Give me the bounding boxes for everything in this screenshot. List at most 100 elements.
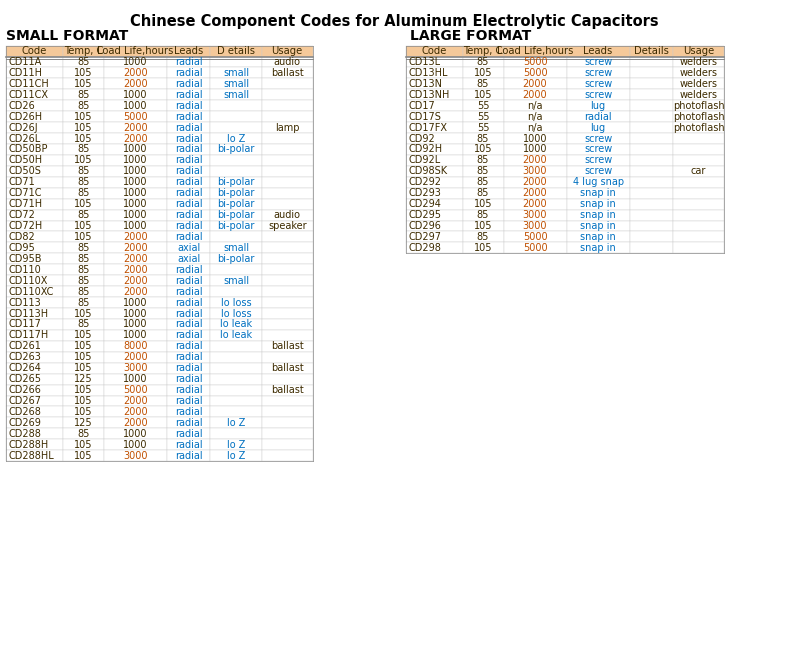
Bar (167, 46, 210, 57)
Bar (6, 57, 63, 68)
Text: 85: 85 (77, 210, 90, 220)
Bar (63, 78, 104, 89)
Bar (406, 210, 463, 221)
Text: LARGE FORMAT: LARGE FORMAT (410, 29, 531, 44)
Text: 85: 85 (77, 429, 90, 439)
Bar (210, 199, 262, 210)
Bar (673, 232, 724, 242)
Bar (630, 232, 673, 242)
Text: axial: axial (177, 243, 200, 253)
Text: welders: welders (679, 90, 718, 100)
Bar (567, 122, 630, 133)
Text: 105: 105 (474, 68, 492, 78)
Bar (504, 144, 567, 155)
Bar (6, 177, 63, 187)
Text: CD13HL: CD13HL (408, 68, 448, 78)
Bar (104, 242, 167, 253)
Bar (567, 232, 630, 242)
Text: photoflash: photoflash (673, 101, 724, 111)
Text: 85: 85 (77, 298, 90, 307)
Bar (673, 221, 724, 232)
Text: lo leak: lo leak (220, 331, 252, 340)
Text: bi-polar: bi-polar (217, 188, 255, 198)
Text: 1000: 1000 (123, 167, 148, 176)
Bar (262, 450, 313, 461)
Bar (63, 232, 104, 242)
Text: 2000: 2000 (123, 133, 148, 143)
Bar (504, 78, 567, 89)
Bar (504, 133, 567, 144)
Text: 85: 85 (77, 145, 90, 154)
Text: Usage: Usage (272, 46, 303, 56)
Text: CD292: CD292 (408, 177, 441, 187)
Text: 2000: 2000 (123, 396, 148, 406)
Bar (6, 450, 63, 461)
Text: 105: 105 (474, 199, 492, 209)
Bar (167, 417, 210, 428)
Bar (63, 352, 104, 363)
Text: 85: 85 (477, 133, 489, 143)
Bar (167, 177, 210, 187)
Bar (104, 57, 167, 68)
Bar (630, 187, 673, 199)
Text: 105: 105 (474, 145, 492, 154)
Text: screw: screw (584, 156, 612, 165)
Text: CD267: CD267 (9, 396, 42, 406)
Text: 1000: 1000 (123, 188, 148, 198)
Bar (262, 232, 313, 242)
Text: 105: 105 (74, 341, 93, 352)
Bar (210, 297, 262, 308)
Bar (567, 89, 630, 100)
Text: radial: radial (175, 122, 203, 133)
Text: 105: 105 (474, 90, 492, 100)
Bar (504, 100, 567, 111)
Bar (210, 242, 262, 253)
Text: CD50H: CD50H (9, 156, 43, 165)
Bar (6, 155, 63, 166)
Bar (406, 166, 463, 177)
Bar (167, 352, 210, 363)
Bar (262, 122, 313, 133)
Text: CD72H: CD72H (9, 221, 43, 231)
Text: CD288: CD288 (9, 429, 42, 439)
Bar (210, 46, 262, 57)
Text: radial: radial (175, 188, 203, 198)
Bar (6, 439, 63, 450)
Bar (210, 417, 262, 428)
Text: 55: 55 (477, 112, 489, 122)
Text: CD297: CD297 (408, 232, 441, 242)
Bar (630, 57, 673, 68)
Text: CD71H: CD71H (9, 199, 43, 209)
Bar (567, 199, 630, 210)
Text: 125: 125 (74, 374, 93, 384)
Text: 105: 105 (474, 221, 492, 231)
Bar (463, 199, 504, 210)
Text: 125: 125 (74, 418, 93, 428)
Text: n/a: n/a (527, 112, 543, 122)
Bar (6, 187, 63, 199)
Bar (262, 286, 313, 297)
Bar (210, 439, 262, 450)
Bar (673, 187, 724, 199)
Text: screw: screw (584, 167, 612, 176)
Bar (673, 100, 724, 111)
Bar (167, 100, 210, 111)
Bar (630, 144, 673, 155)
Bar (210, 57, 262, 68)
Bar (673, 144, 724, 155)
Bar (104, 144, 167, 155)
Text: CD17FX: CD17FX (408, 122, 447, 133)
Bar (210, 100, 262, 111)
Text: CD261: CD261 (9, 341, 42, 352)
Bar (167, 232, 210, 242)
Text: radial: radial (175, 286, 203, 297)
Text: Load Life,hours: Load Life,hours (98, 46, 173, 56)
Bar (262, 187, 313, 199)
Bar (63, 133, 104, 144)
Bar (6, 341, 63, 352)
Text: radial: radial (175, 352, 203, 362)
Bar (63, 450, 104, 461)
Bar (167, 275, 210, 286)
Bar (104, 155, 167, 166)
Bar (167, 210, 210, 221)
